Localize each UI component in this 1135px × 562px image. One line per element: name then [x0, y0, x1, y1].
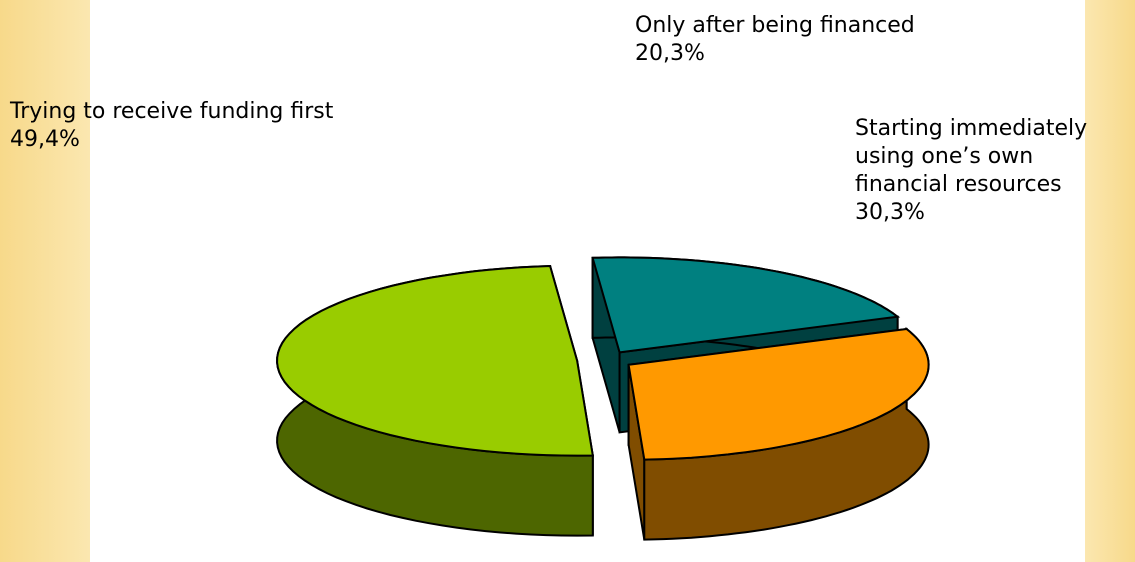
- value-label: 30,3%: [855, 199, 1125, 227]
- value-label: 20,3%: [635, 40, 1055, 68]
- chart: [0, 0, 1135, 562]
- data-label: Starting immediately using one’s own fin…: [855, 115, 1125, 227]
- value-label: 49,4%: [10, 126, 430, 154]
- slide: Trying to receive funding first49,4% Only…: [0, 0, 1135, 562]
- category-label: Starting immediately using one’s own fin…: [855, 115, 1125, 199]
- category-label: Trying to receive funding first: [10, 98, 430, 126]
- category-label: Only after being financed: [635, 12, 1055, 40]
